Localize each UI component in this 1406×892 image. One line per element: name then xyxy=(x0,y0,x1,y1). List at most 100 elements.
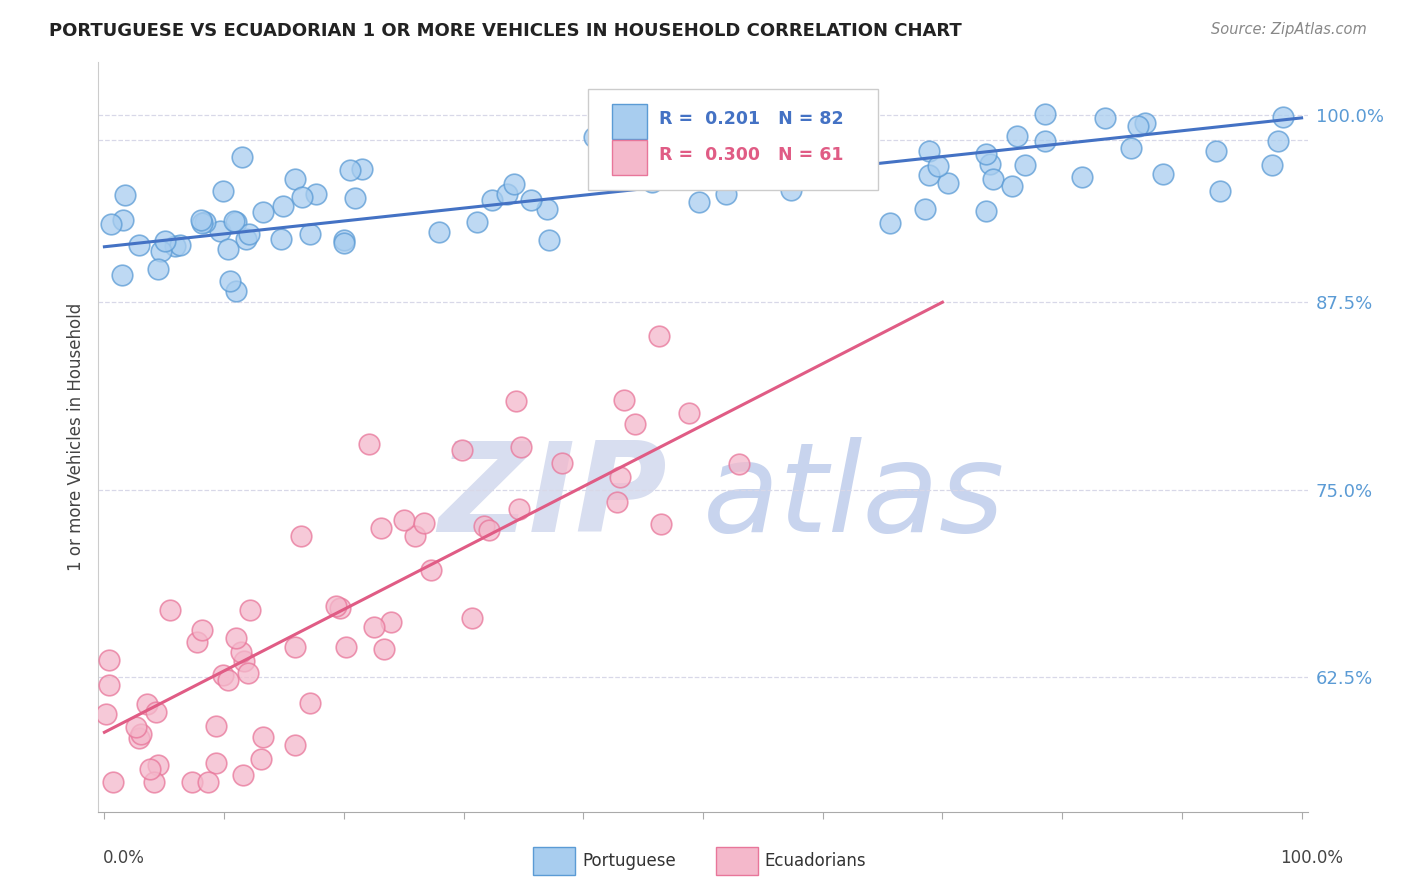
Point xyxy=(538,233,561,247)
Point xyxy=(1209,184,1232,198)
Point xyxy=(101,774,124,789)
Point xyxy=(508,501,530,516)
Point xyxy=(752,143,775,157)
Point xyxy=(478,523,501,537)
Point xyxy=(212,184,235,198)
Point xyxy=(249,752,271,766)
Point xyxy=(112,213,135,227)
Point xyxy=(714,186,737,201)
Point xyxy=(427,225,450,239)
Point xyxy=(339,163,361,178)
Point xyxy=(136,697,159,711)
Point xyxy=(291,190,314,204)
Point xyxy=(219,274,242,288)
Point xyxy=(357,437,380,451)
Point xyxy=(284,738,307,752)
Point xyxy=(197,774,219,789)
Point xyxy=(143,774,166,789)
Point xyxy=(976,147,998,161)
Point xyxy=(325,599,347,614)
Point xyxy=(936,176,959,190)
Point xyxy=(159,603,181,617)
Point xyxy=(609,470,631,484)
Point xyxy=(350,162,373,177)
Point xyxy=(239,602,262,616)
Point xyxy=(450,443,472,458)
Point xyxy=(329,601,352,615)
Point xyxy=(536,202,558,216)
Point xyxy=(1119,141,1142,155)
Point xyxy=(728,458,751,472)
Point xyxy=(238,227,260,241)
Point xyxy=(373,642,395,657)
Point xyxy=(111,268,134,283)
Point xyxy=(914,202,936,216)
Point xyxy=(98,653,121,667)
Point xyxy=(190,213,212,227)
Point xyxy=(1133,116,1156,130)
Point xyxy=(1261,158,1284,172)
Point xyxy=(825,169,848,184)
Text: PORTUGUESE VS ECUADORIAN 1 OR MORE VEHICLES IN HOUSEHOLD CORRELATION CHART: PORTUGUESE VS ECUADORIAN 1 OR MORE VEHIC… xyxy=(49,22,962,40)
Point xyxy=(648,328,671,343)
Y-axis label: 1 or more Vehicles in Household: 1 or more Vehicles in Household xyxy=(66,303,84,571)
Point xyxy=(125,720,148,734)
Point xyxy=(918,169,941,183)
Point xyxy=(225,284,247,298)
Point xyxy=(780,183,803,197)
Text: R =  0.201   N = 82: R = 0.201 N = 82 xyxy=(659,110,844,128)
Point xyxy=(1267,134,1289,148)
Point xyxy=(146,757,169,772)
Point xyxy=(481,193,503,207)
Point xyxy=(363,619,385,633)
Point xyxy=(343,190,366,204)
Point xyxy=(460,611,482,625)
Point xyxy=(503,177,526,191)
Point xyxy=(204,719,226,733)
Point xyxy=(299,696,322,710)
Point xyxy=(420,563,443,577)
Text: ZIP: ZIP xyxy=(439,436,666,558)
Point xyxy=(380,615,402,630)
Point xyxy=(284,171,307,186)
Point xyxy=(551,456,574,470)
Point xyxy=(231,150,253,164)
Point xyxy=(165,238,187,252)
Point xyxy=(413,516,436,530)
Point xyxy=(520,193,543,207)
Point xyxy=(688,194,710,209)
Text: 0.0%: 0.0% xyxy=(103,849,145,867)
Point xyxy=(222,213,245,227)
Point xyxy=(186,635,208,649)
Text: R =  0.300   N = 61: R = 0.300 N = 61 xyxy=(659,145,844,163)
Point xyxy=(194,215,217,229)
Point xyxy=(333,234,356,248)
Point xyxy=(650,516,672,531)
Point xyxy=(1014,158,1036,172)
Point xyxy=(100,217,122,231)
Text: atlas: atlas xyxy=(703,436,1005,558)
Point xyxy=(298,227,321,241)
Point xyxy=(1001,179,1024,194)
Point xyxy=(918,144,941,158)
Point xyxy=(1205,144,1227,158)
FancyBboxPatch shape xyxy=(588,88,879,190)
Point xyxy=(252,204,274,219)
Point xyxy=(129,726,152,740)
Point xyxy=(624,417,647,432)
Point xyxy=(94,707,117,722)
Point xyxy=(211,668,233,682)
Point xyxy=(335,640,357,654)
Point xyxy=(235,231,257,245)
Point xyxy=(225,632,247,646)
Point xyxy=(153,234,176,248)
Point xyxy=(1007,129,1029,144)
Point xyxy=(169,238,191,252)
Point xyxy=(98,678,121,692)
Point xyxy=(284,640,307,654)
Point xyxy=(472,519,495,533)
Point xyxy=(225,214,247,228)
Point xyxy=(823,145,845,159)
Point xyxy=(208,224,231,238)
Point xyxy=(305,187,328,202)
